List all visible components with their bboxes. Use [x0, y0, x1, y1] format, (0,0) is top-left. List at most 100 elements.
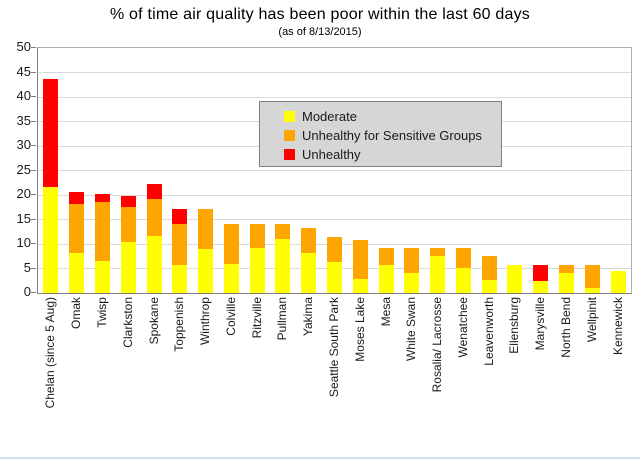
bar-segment: [430, 256, 446, 293]
gridline: [38, 170, 631, 171]
legend-color-swatch: [284, 111, 295, 122]
y-axis-tick-label: 35: [16, 112, 31, 128]
x-axis-label: Mesa: [378, 297, 393, 327]
bar-segment: [430, 248, 446, 257]
x-axis-label: Twisp: [94, 297, 109, 328]
bar-segment: [559, 264, 575, 273]
x-axis-label: Yakima: [301, 297, 316, 337]
gridline: [38, 96, 631, 98]
bar-segment: [223, 263, 239, 293]
y-axis-tick-label: 20: [16, 186, 31, 201]
y-axis-tick-mark: [31, 243, 36, 244]
x-axis-label: Colville: [223, 297, 238, 336]
y-axis-tick-mark: [31, 71, 36, 73]
bar-segment: [120, 206, 136, 243]
bar-segment: [404, 272, 420, 293]
x-axis-label: Wenatchee: [455, 297, 470, 358]
x-axis-label: Kennewick: [610, 297, 625, 356]
x-axis-label: Clarkston: [120, 297, 135, 348]
x-axis-label: Pullman: [275, 297, 290, 341]
y-axis-tick-mark: [31, 292, 36, 293]
y-axis-tick-label: 50: [16, 39, 31, 54]
bar-segment: [301, 253, 317, 293]
bar-segment: [249, 223, 265, 249]
bar-segment: [43, 186, 59, 293]
legend-item: Unhealthy: [284, 145, 501, 164]
bar-segment: [172, 208, 188, 225]
bar-segment: [404, 248, 420, 273]
x-axis-label: Wellpinit: [584, 297, 599, 343]
bar-segment: [610, 271, 626, 293]
y-axis-tick-label: 45: [16, 63, 31, 79]
bar-segment: [94, 202, 110, 262]
y-axis-tick-label: 30: [16, 137, 31, 152]
bar-segment: [249, 248, 265, 293]
x-axis-label: White Swan: [404, 297, 419, 362]
bar-segment: [94, 261, 110, 293]
bar-segment: [455, 267, 471, 293]
y-axis-tick-label: 40: [16, 88, 31, 103]
bar-segment: [198, 248, 214, 293]
bar-segment: [69, 191, 85, 205]
bar-segment: [301, 228, 317, 254]
legend-label: Unhealthy for Sensitive Groups: [302, 128, 482, 143]
legend-item: Unhealthy for Sensitive Groups: [284, 126, 501, 145]
bar-segment: [146, 199, 162, 237]
bar-segment: [507, 264, 523, 293]
y-axis-tick-mark: [31, 218, 36, 220]
y-axis-tick-mark: [31, 47, 36, 48]
bar-segment: [378, 265, 394, 293]
bar-segment: [533, 264, 549, 281]
bar-segment: [352, 240, 368, 279]
bar-segment: [275, 223, 291, 240]
bar-segment: [69, 253, 85, 293]
legend-color-swatch: [284, 130, 295, 141]
bar-segment: [327, 237, 342, 263]
bar-segment: [481, 256, 497, 280]
chart-subtitle: (as of 8/13/2015): [278, 26, 362, 38]
y-axis-tick-label: 25: [16, 161, 31, 177]
x-axis-label: Winthrop: [198, 297, 213, 346]
bar-segment: [120, 242, 136, 293]
y-axis-tick-mark: [31, 267, 36, 269]
plot-area: [37, 47, 632, 294]
chart-title: % of time air quality has been poor with…: [109, 6, 531, 23]
y-axis-tick-label: 0: [23, 284, 31, 299]
x-axis-label: Omak: [69, 297, 84, 330]
bar-segment: [223, 223, 239, 264]
bar-segment: [481, 279, 497, 293]
y-axis-tick-mark: [31, 120, 36, 122]
bar-segment: [43, 78, 59, 187]
x-axis-label: Marysville: [533, 297, 548, 351]
bar-segment: [352, 278, 368, 293]
x-axis-label: Chelan (since 5 Aug): [43, 297, 58, 409]
gridline: [38, 219, 631, 220]
bar-segment: [69, 204, 85, 254]
chart-header: % of time air quality has been poor with…: [0, 6, 640, 38]
x-axis-label: Ellensburg: [507, 297, 522, 354]
bar-segment: [378, 248, 394, 266]
y-axis-tick-mark: [31, 169, 36, 171]
bar-segment: [146, 236, 162, 293]
y-axis-tick-mark: [31, 96, 36, 97]
y-axis-tick-mark: [31, 145, 36, 146]
y-axis-tick-mark: [31, 194, 36, 195]
legend: Moderate Unhealthy for Sensitive Groups Un…: [259, 101, 502, 167]
bar-segment: [584, 288, 600, 293]
x-axis-label: Seattle South Park: [327, 297, 341, 398]
bottom-divider: [0, 457, 640, 459]
bar-segment: [327, 262, 342, 293]
x-axis-label: Spokane: [146, 297, 161, 345]
bar-segment: [172, 264, 188, 293]
legend-label: Moderate: [302, 109, 357, 124]
bar-segment: [94, 194, 110, 203]
bar-segment: [584, 264, 600, 289]
gridline: [38, 194, 631, 196]
x-axis-label: Ritzville: [249, 297, 264, 339]
legend-color-swatch: [284, 149, 295, 160]
bar-segment: [533, 280, 549, 293]
bar-segment: [455, 248, 471, 268]
x-axis-label: North Bend: [559, 297, 574, 358]
bar-segment: [146, 184, 162, 200]
